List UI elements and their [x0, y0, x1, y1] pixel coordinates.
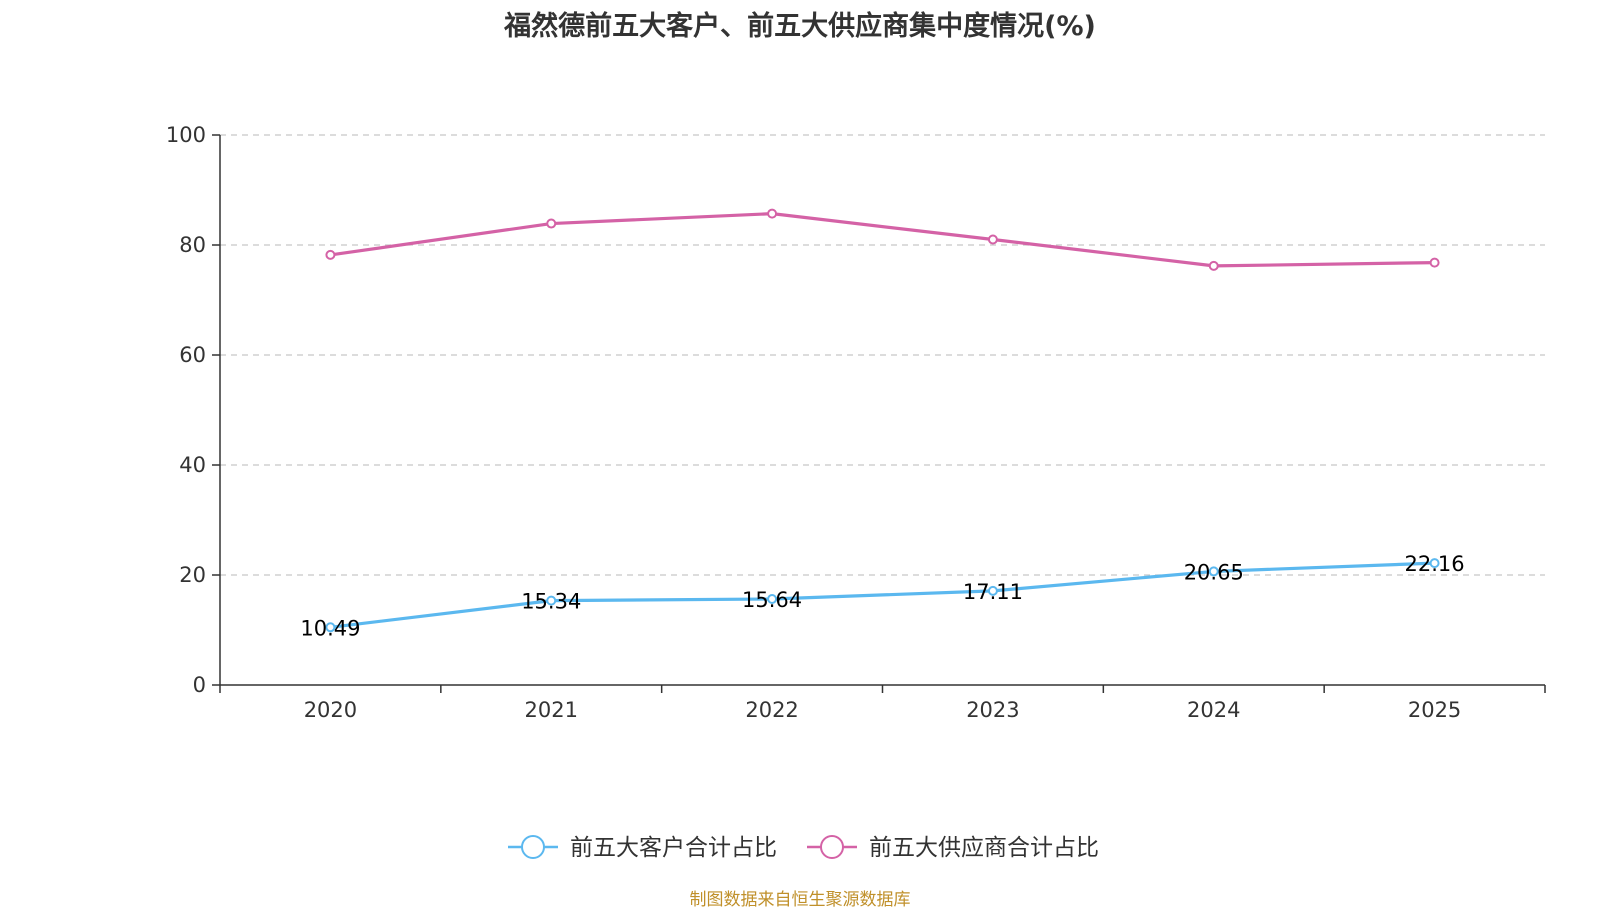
legend: 前五大客户合计占比 前五大供应商合计占比 [508, 835, 1099, 861]
x-tick-label: 2022 [745, 698, 798, 722]
y-tick-label: 80 [179, 233, 206, 257]
series-line-2 [330, 212, 1435, 268]
series-1-point[interactable] [987, 585, 998, 596]
data-label: 20.65 [1184, 560, 1244, 584]
series-2-point[interactable] [1208, 260, 1219, 271]
x-tick-label: 2024 [1187, 698, 1240, 722]
y-tick-label: 40 [179, 453, 206, 477]
x-tick-label: 2020 [304, 698, 357, 722]
data-label: 10.49 [300, 616, 360, 640]
data-label: 15.64 [742, 588, 802, 612]
x-tick-label: 2025 [1408, 698, 1461, 722]
series-lines [325, 208, 1440, 633]
series-1-point[interactable] [1429, 558, 1440, 569]
y-tick-label: 100 [166, 123, 206, 147]
legend-marker-2[interactable] [820, 835, 844, 859]
y-tick-label: 60 [179, 343, 206, 367]
chart-title: 福然德前五大客户、前五大供应商集中度情况(%) [504, 11, 1096, 42]
legend-label-2[interactable]: 前五大供应商合计占比 [869, 835, 1099, 861]
y-tick-label: 20 [179, 563, 206, 587]
series-1-point[interactable] [325, 622, 336, 633]
series-2-point[interactable] [1429, 257, 1440, 268]
series-2-point[interactable] [325, 249, 336, 260]
axes: 0 20 40 60 80 100 2020 2021 2022 2023 2024 2025 [166, 123, 1546, 722]
series-line-1 [330, 561, 1435, 629]
series-1-point[interactable] [767, 593, 778, 604]
series-2-point[interactable] [546, 218, 557, 229]
series-1-point[interactable] [546, 595, 557, 606]
legend-label-1[interactable]: 前五大客户合计占比 [570, 835, 777, 861]
data-labels: 10.49 15.34 15.64 17.11 20.65 22.16 [300, 552, 1464, 640]
series-2-point[interactable] [987, 234, 998, 245]
data-label: 15.34 [521, 590, 581, 614]
x-tick-label: 2023 [966, 698, 1019, 722]
data-label: 17.11 [963, 580, 1023, 604]
data-label: 22.16 [1405, 552, 1465, 576]
x-tick-label: 2021 [525, 698, 578, 722]
source-note: 制图数据来自恒生聚源数据库 [689, 890, 911, 910]
y-tick-label: 0 [193, 673, 206, 697]
grid-lines [220, 134, 1545, 576]
legend-marker-1[interactable] [521, 835, 545, 859]
series-2-point[interactable] [767, 208, 778, 219]
series-1-point[interactable] [1208, 566, 1219, 577]
